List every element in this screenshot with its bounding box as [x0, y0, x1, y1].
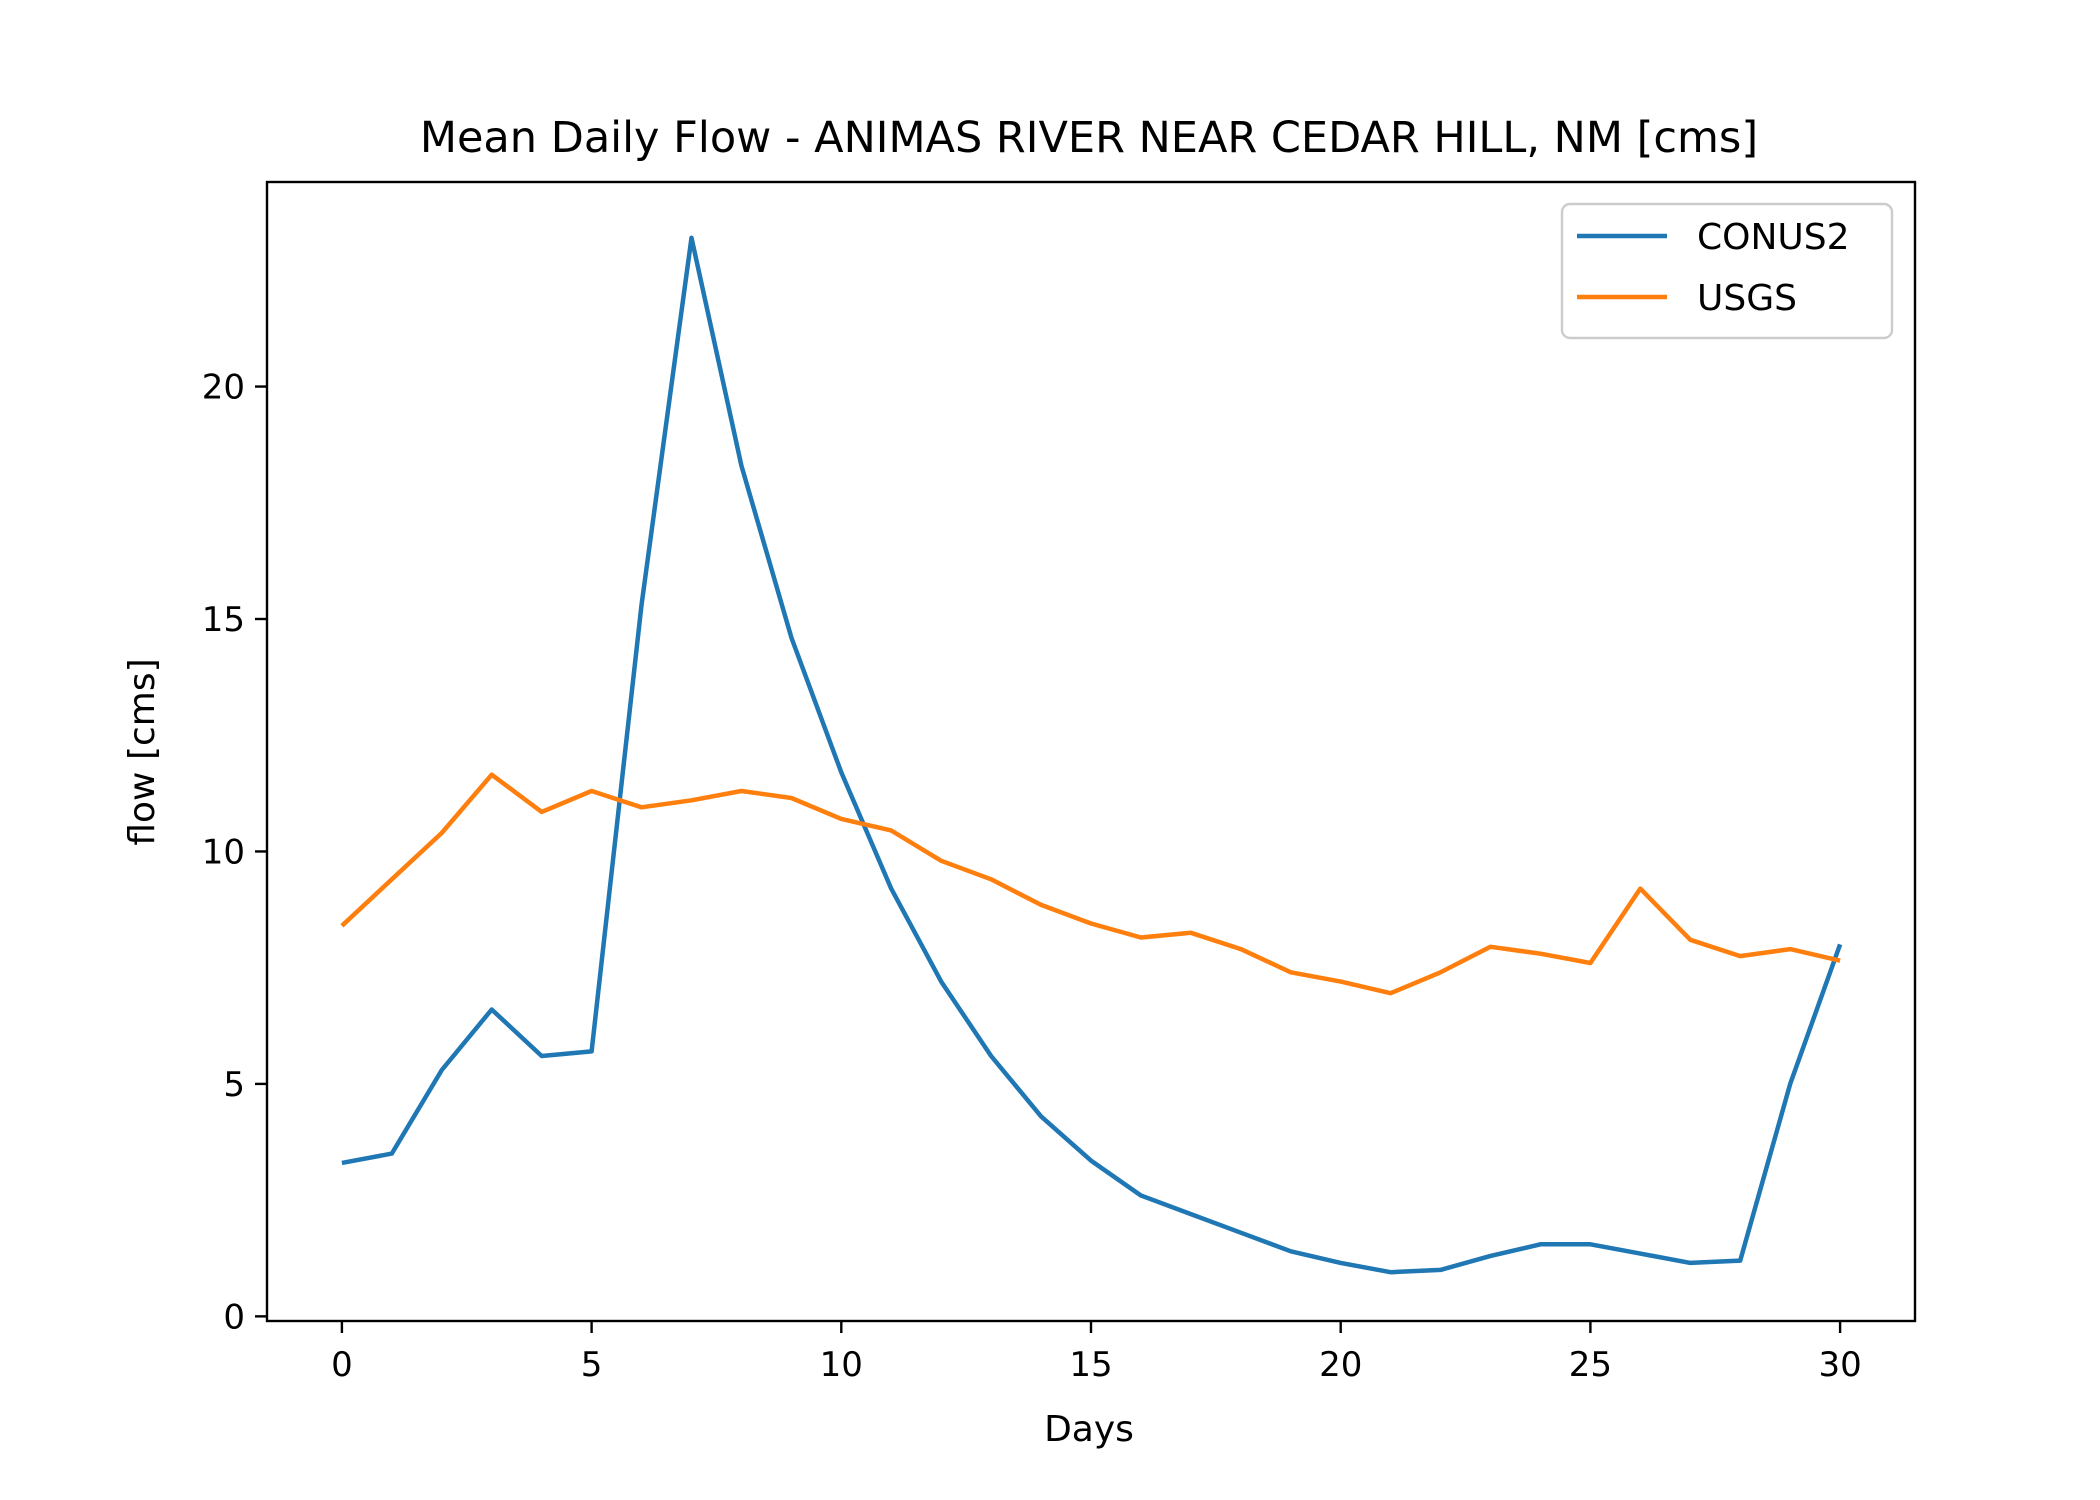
- series-line-conus2: [341, 235, 1843, 1275]
- x-tick-label: 25: [1569, 1345, 1612, 1385]
- x-axis-label: Days: [1044, 1409, 1134, 1450]
- y-tick-label: 20: [202, 368, 245, 408]
- x-tick-label: 10: [820, 1345, 863, 1385]
- axis-ticks: 0 5 10 15 20 25 30 0 5 10 15 20: [202, 368, 1862, 1385]
- plot-area: [340, 235, 1843, 1275]
- legend-label-conus2: CONUS2: [1697, 217, 1850, 258]
- y-tick-label: 5: [223, 1065, 245, 1105]
- x-tick-label: 15: [1069, 1345, 1112, 1385]
- plot-frame: [265, 180, 1917, 1323]
- y-axis-label: flow [cms]: [122, 658, 163, 845]
- y-tick-label: 0: [223, 1297, 245, 1337]
- x-tick-label: 30: [1818, 1345, 1861, 1385]
- legend-label-usgs: USGS: [1697, 278, 1797, 319]
- series-line-usgs: [340, 772, 1841, 996]
- y-tick-label: 15: [202, 600, 245, 640]
- chart-title: Mean Daily Flow - ANIMAS RIVER NEAR CEDA…: [420, 113, 1758, 163]
- legend: CONUS2 USGS: [1560, 202, 1894, 340]
- x-tick-label: 20: [1319, 1345, 1362, 1385]
- x-tick-label: 0: [331, 1345, 353, 1385]
- y-tick-label: 10: [202, 832, 245, 872]
- x-tick-label: 5: [581, 1345, 603, 1385]
